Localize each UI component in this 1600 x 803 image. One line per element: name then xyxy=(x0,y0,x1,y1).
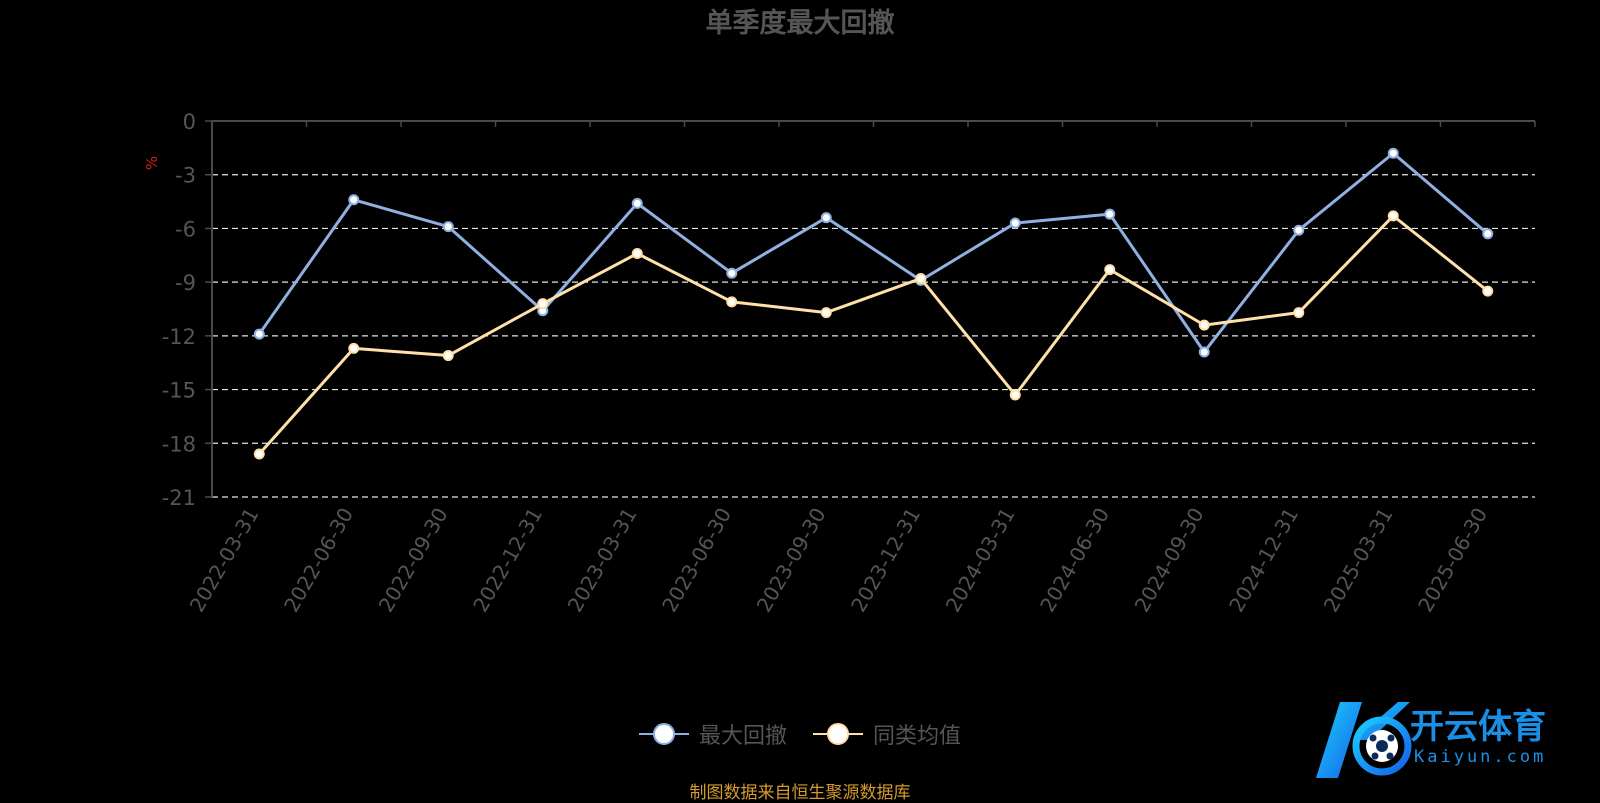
x-tick-label: 2022-03-31 xyxy=(185,504,264,617)
y-tick-label: -21 xyxy=(162,486,196,510)
data-point[interactable] xyxy=(1198,319,1210,331)
legend-item-peer-average[interactable]: 同类均值 xyxy=(813,718,961,750)
x-tick-label: 2022-06-30 xyxy=(279,504,358,617)
x-tick-label: 2022-12-31 xyxy=(468,504,547,617)
series-line xyxy=(258,151,1489,354)
data-point[interactable] xyxy=(631,247,643,259)
y-tick-label: -9 xyxy=(175,271,196,295)
data-source-note: 制图数据来自恒生聚源数据库 xyxy=(689,783,911,803)
data-point[interactable] xyxy=(1104,264,1116,276)
series-lines xyxy=(253,147,1494,460)
data-point[interactable] xyxy=(631,197,643,209)
series-1 xyxy=(253,210,1494,460)
x-tick-label: 2024-12-31 xyxy=(1224,504,1303,617)
legend-label-max-drawdown: 最大回撤 xyxy=(698,724,787,749)
series-0 xyxy=(253,147,1494,358)
data-point[interactable] xyxy=(1009,217,1021,229)
data-point[interactable] xyxy=(1009,389,1021,401)
watermark-brand-text: 开云体育 xyxy=(1410,707,1546,747)
data-point[interactable] xyxy=(726,267,738,279)
data-point[interactable] xyxy=(442,221,454,233)
data-point[interactable] xyxy=(1387,147,1399,159)
y-tick-label: 0 xyxy=(183,110,196,134)
y-tick-label: -15 xyxy=(162,379,196,403)
data-point[interactable] xyxy=(1293,307,1305,319)
kaiyun-logo-icon xyxy=(1316,702,1412,778)
data-point[interactable] xyxy=(915,273,927,285)
chart-title: 单季度最大回撤 xyxy=(706,7,895,39)
data-point[interactable] xyxy=(1293,224,1305,236)
x-tick-label: 2023-06-30 xyxy=(657,504,736,617)
y-tick-label: -18 xyxy=(162,432,196,456)
data-point[interactable] xyxy=(442,350,454,362)
legend-label-peer-average: 同类均值 xyxy=(873,724,962,749)
data-point[interactable] xyxy=(1387,210,1399,222)
watermark-logo: 开云体育 Kaiyun.com xyxy=(1316,702,1546,778)
series-line xyxy=(258,214,1489,456)
x-tick-label: 2023-03-31 xyxy=(563,504,642,617)
data-point[interactable] xyxy=(253,448,265,460)
data-point[interactable] xyxy=(820,212,832,224)
data-point[interactable] xyxy=(348,194,360,206)
x-tick-label: 2025-06-30 xyxy=(1413,504,1492,617)
y-axis-unit-label: % xyxy=(143,156,161,170)
x-tick-label: 2023-09-30 xyxy=(752,504,831,617)
y-tick-label: -12 xyxy=(162,325,196,349)
legend-marker-max-drawdown xyxy=(638,723,689,745)
y-tick-label: -6 xyxy=(175,217,196,241)
x-tick-label: 2025-03-31 xyxy=(1319,504,1398,617)
data-point[interactable] xyxy=(1198,346,1210,358)
x-tick-label: 2024-06-30 xyxy=(1035,504,1114,617)
data-point[interactable] xyxy=(253,328,265,340)
y-tick-label: -3 xyxy=(175,164,196,188)
x-tick-label: 2024-09-30 xyxy=(1130,504,1209,617)
legend: 最大回撤 同类均值 xyxy=(0,718,1600,750)
data-point[interactable] xyxy=(348,342,360,354)
data-point[interactable] xyxy=(537,298,549,310)
watermark-domain-text: Kaiyun.com xyxy=(1414,747,1546,767)
data-point[interactable] xyxy=(726,296,738,308)
data-point[interactable] xyxy=(820,307,832,319)
x-tick-label: 2023-12-31 xyxy=(846,504,925,617)
x-tick-label: 2024-03-31 xyxy=(941,504,1020,617)
grid-lines xyxy=(212,174,1535,498)
x-tick-label: 2022-09-30 xyxy=(374,504,453,617)
data-point[interactable] xyxy=(1104,208,1116,220)
legend-marker-peer-average xyxy=(813,723,863,745)
legend-item-max-drawdown[interactable]: 最大回撤 xyxy=(638,718,787,750)
data-point[interactable] xyxy=(1482,285,1494,297)
data-point[interactable] xyxy=(1482,228,1494,240)
